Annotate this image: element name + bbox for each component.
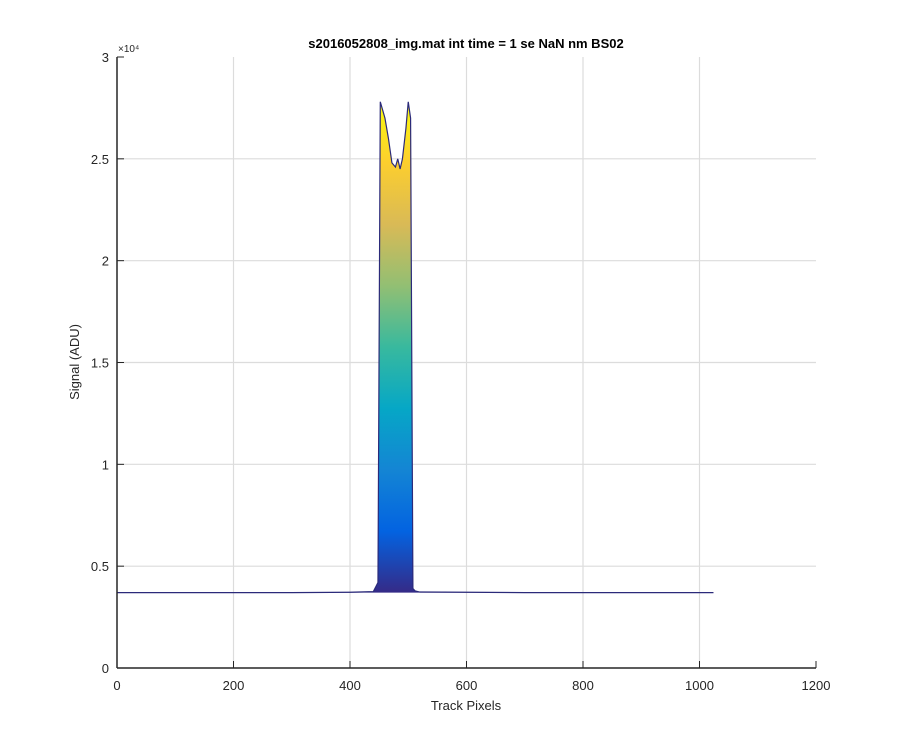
x-tick-label: 200 — [223, 678, 245, 693]
chart-title: s2016052808_img.mat int time = 1 se NaN … — [308, 36, 623, 51]
y-tick-label: 2 — [102, 254, 109, 269]
y-tick-label: 1.5 — [91, 356, 109, 371]
data-layer — [117, 101, 714, 594]
y-tick-label: 2.5 — [91, 152, 109, 167]
x-axis-label: Track Pixels — [431, 698, 502, 713]
y-tick-label: 1 — [102, 457, 109, 472]
ticks: 0 200 400 600 800 1000 1200 0 0.5 1 1.5 2 2.5 3 — [91, 50, 831, 693]
y-axis-exponent: ×10⁴ — [118, 44, 139, 55]
x-tick-label: 800 — [572, 678, 594, 693]
y-tick-label: 3 — [102, 50, 109, 65]
signal-line — [117, 101, 714, 594]
grid — [117, 57, 816, 668]
y-tick-label: 0.5 — [91, 559, 109, 574]
x-tick-label: 400 — [339, 678, 361, 693]
x-tick-label: 1200 — [802, 678, 831, 693]
x-tick-label: 600 — [456, 678, 478, 693]
x-tick-label: 0 — [113, 678, 120, 693]
y-axis-label: Signal (ADU) — [67, 324, 82, 400]
x-tick-label: 1000 — [685, 678, 714, 693]
y-tick-label: 0 — [102, 661, 109, 676]
